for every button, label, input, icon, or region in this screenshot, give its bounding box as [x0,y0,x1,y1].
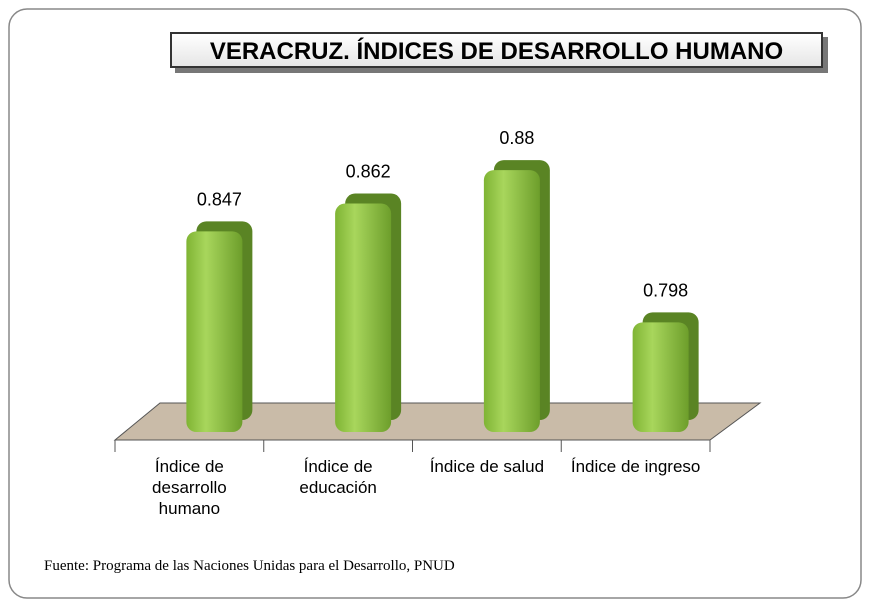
chart-title: VERACRUZ. ÍNDICES DE DESARROLLO HUMANO [170,32,823,68]
x-tick-label: Índice de desarrollo humano [152,457,227,518]
bar [632,322,689,432]
data-label: 0.862 [346,162,391,182]
bar [483,170,540,432]
source-note: Fuente: Programa de las Naciones Unidas … [44,558,455,574]
x-tick-label: Índice de salud [429,457,545,476]
frame [8,8,862,599]
data-label: 0.798 [643,280,688,300]
bar [186,231,243,432]
x-tick-label: Índice de ingreso [570,457,701,476]
data-label: 0.88 [499,128,534,148]
data-label: 0.847 [197,189,242,209]
bar [335,203,392,432]
x-tick-label: Índice de educación [299,457,377,497]
